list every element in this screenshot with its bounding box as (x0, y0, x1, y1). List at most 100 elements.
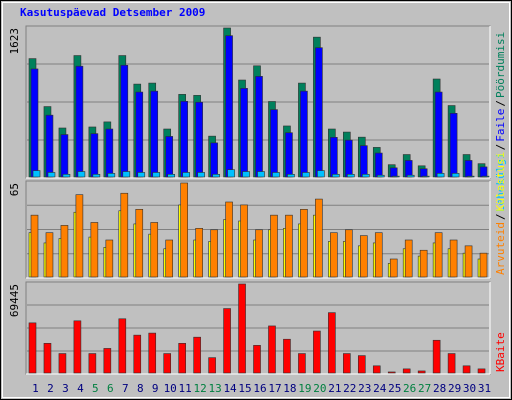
y-tick-label: 69445 (8, 284, 21, 317)
bar (391, 175, 400, 178)
x-tick-label: 24 (373, 382, 387, 395)
bar (105, 239, 114, 278)
bar (178, 343, 186, 374)
bar (272, 172, 280, 178)
bar (419, 249, 428, 278)
bar (464, 245, 473, 278)
bar (436, 173, 445, 178)
bar (163, 353, 172, 374)
x-tick-label: 18 (283, 382, 296, 395)
bar (120, 192, 129, 278)
legend-label: Arvuteid (494, 222, 507, 275)
bar (317, 170, 325, 178)
bar (195, 101, 203, 178)
x-tick-label: 31 (478, 382, 491, 395)
bar (225, 201, 233, 278)
bar (285, 132, 293, 178)
bar (210, 229, 218, 278)
bar (225, 35, 233, 178)
bar (477, 368, 486, 374)
bar (120, 64, 129, 178)
x-tick-label: 22 (343, 382, 356, 395)
x-tick-label: 8 (137, 382, 144, 395)
bar (255, 76, 263, 178)
x-tick-label: 13 (208, 382, 221, 395)
bar (150, 90, 159, 178)
bar (182, 172, 190, 178)
bar (255, 229, 263, 278)
bar (374, 152, 383, 178)
x-tick-label: 29 (448, 382, 461, 395)
bar (432, 339, 441, 374)
bar (75, 65, 84, 178)
bar (238, 283, 246, 374)
bar (28, 322, 37, 374)
x-tick-label: 19 (298, 382, 311, 395)
legend-separator: / (494, 144, 507, 151)
bar (253, 345, 261, 374)
bar (479, 166, 488, 178)
bar (449, 239, 458, 278)
x-tick-label: 15 (238, 382, 251, 395)
bar (313, 330, 321, 374)
bar (92, 174, 101, 178)
x-tick-label: 27 (418, 382, 431, 395)
bar (330, 137, 338, 178)
bar (359, 235, 368, 278)
bar (372, 365, 381, 374)
bar (133, 334, 142, 374)
legend-separator: / (494, 100, 507, 107)
bar (58, 353, 67, 374)
bar (240, 204, 248, 278)
bar (137, 172, 146, 178)
bar (434, 232, 443, 278)
bar (180, 182, 188, 278)
x-tick-label: 3 (62, 382, 69, 395)
bar (62, 174, 71, 178)
legend-label: Lehekülgi (494, 152, 507, 212)
bar (270, 109, 278, 178)
x-tick-label: 14 (223, 382, 237, 395)
bar (223, 308, 231, 374)
bar (374, 232, 383, 278)
legend-separator: / (494, 213, 507, 220)
bar (212, 174, 220, 178)
bar (361, 174, 370, 178)
bar (285, 214, 293, 278)
bar (389, 167, 398, 178)
bar (90, 133, 99, 178)
x-tick-label: 30 (463, 382, 476, 395)
bar (332, 174, 340, 178)
bar (60, 225, 69, 278)
bar (447, 353, 456, 374)
bar (257, 171, 265, 178)
bar (449, 113, 458, 178)
bar (404, 160, 413, 178)
bar (88, 353, 97, 374)
bar (150, 222, 159, 278)
bar (434, 91, 443, 178)
bar (387, 371, 396, 374)
legend-label: KBaite (494, 332, 507, 372)
bar (376, 174, 385, 178)
bar (300, 209, 308, 278)
bar (359, 145, 368, 178)
bar (193, 336, 201, 374)
x-tick-label: 7 (122, 382, 129, 395)
bar (406, 174, 415, 178)
bar (135, 91, 144, 178)
x-tick-label: 5 (92, 382, 99, 395)
bar (345, 139, 353, 178)
bar (107, 173, 116, 178)
bar (404, 239, 413, 278)
bar (195, 228, 203, 278)
bar (32, 170, 41, 178)
bar (402, 368, 411, 374)
y-tick-label: 1623 (8, 28, 21, 55)
bar (43, 343, 52, 374)
bar (148, 332, 157, 374)
x-tick-label: 25 (388, 382, 401, 395)
bar (165, 239, 174, 278)
